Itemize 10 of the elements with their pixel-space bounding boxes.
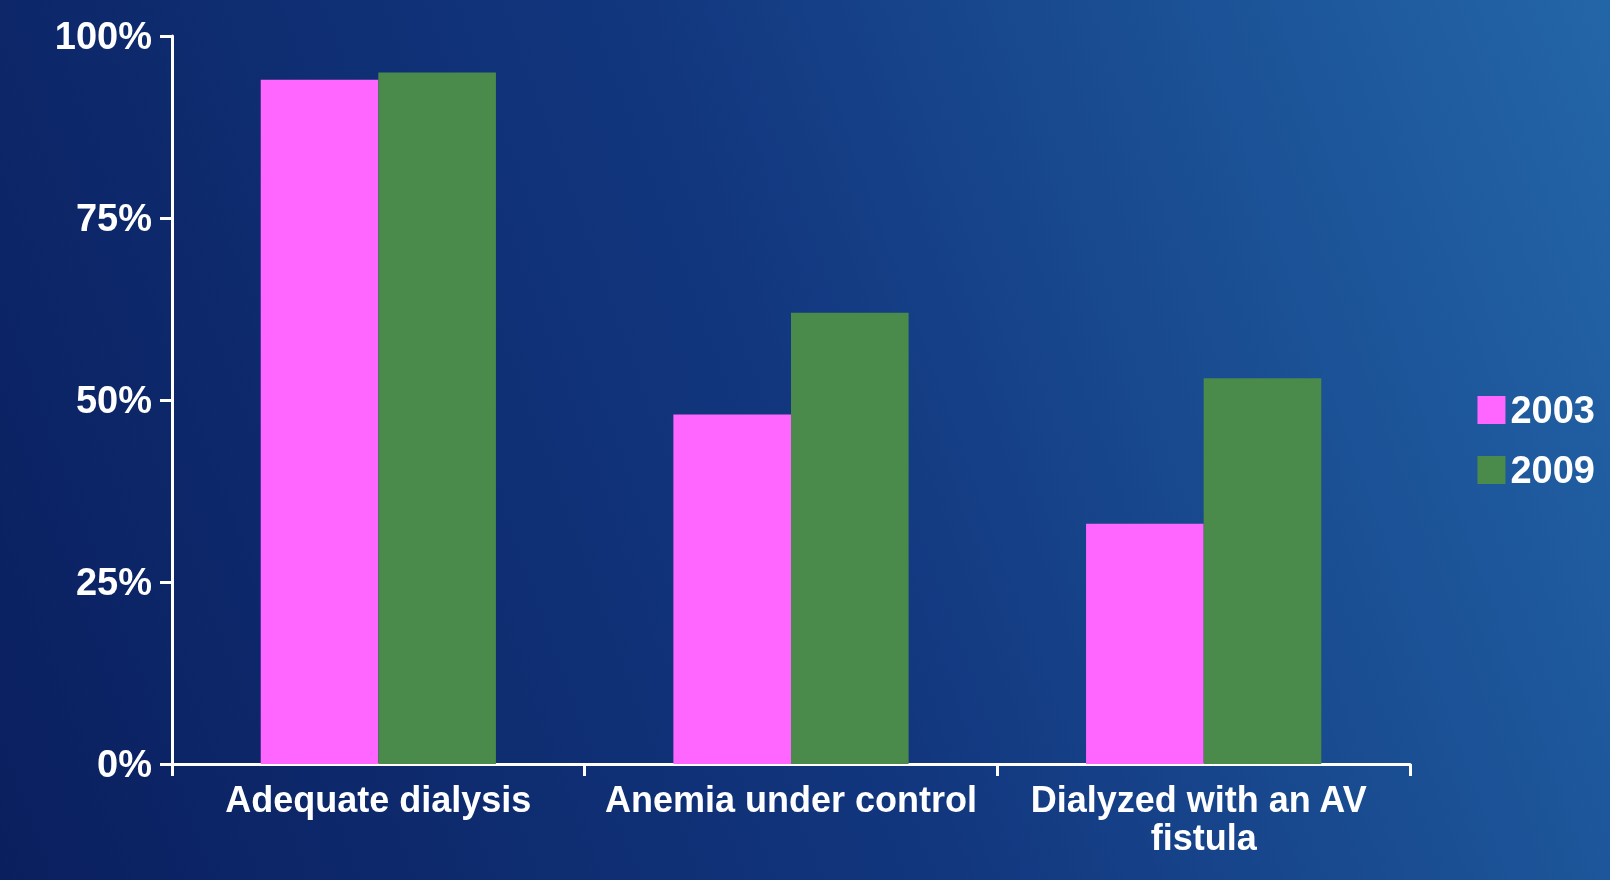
y-tick-label: 25% — [75, 561, 152, 603]
legend-label: 2009 — [1510, 449, 1596, 491]
y-tick-label: 50% — [75, 379, 152, 421]
y-tick-label: 75% — [75, 197, 152, 239]
y-tick-label: 100% — [54, 15, 152, 57]
x-tick-label: Anemia under control — [604, 778, 978, 820]
y-tick-label: 0% — [97, 743, 152, 785]
x-tick-label: Dialyzed with an AV fistula — [1030, 778, 1377, 858]
legend-label: 2003 — [1510, 389, 1596, 431]
x-tick-label: Adequate dialysis — [225, 778, 532, 820]
